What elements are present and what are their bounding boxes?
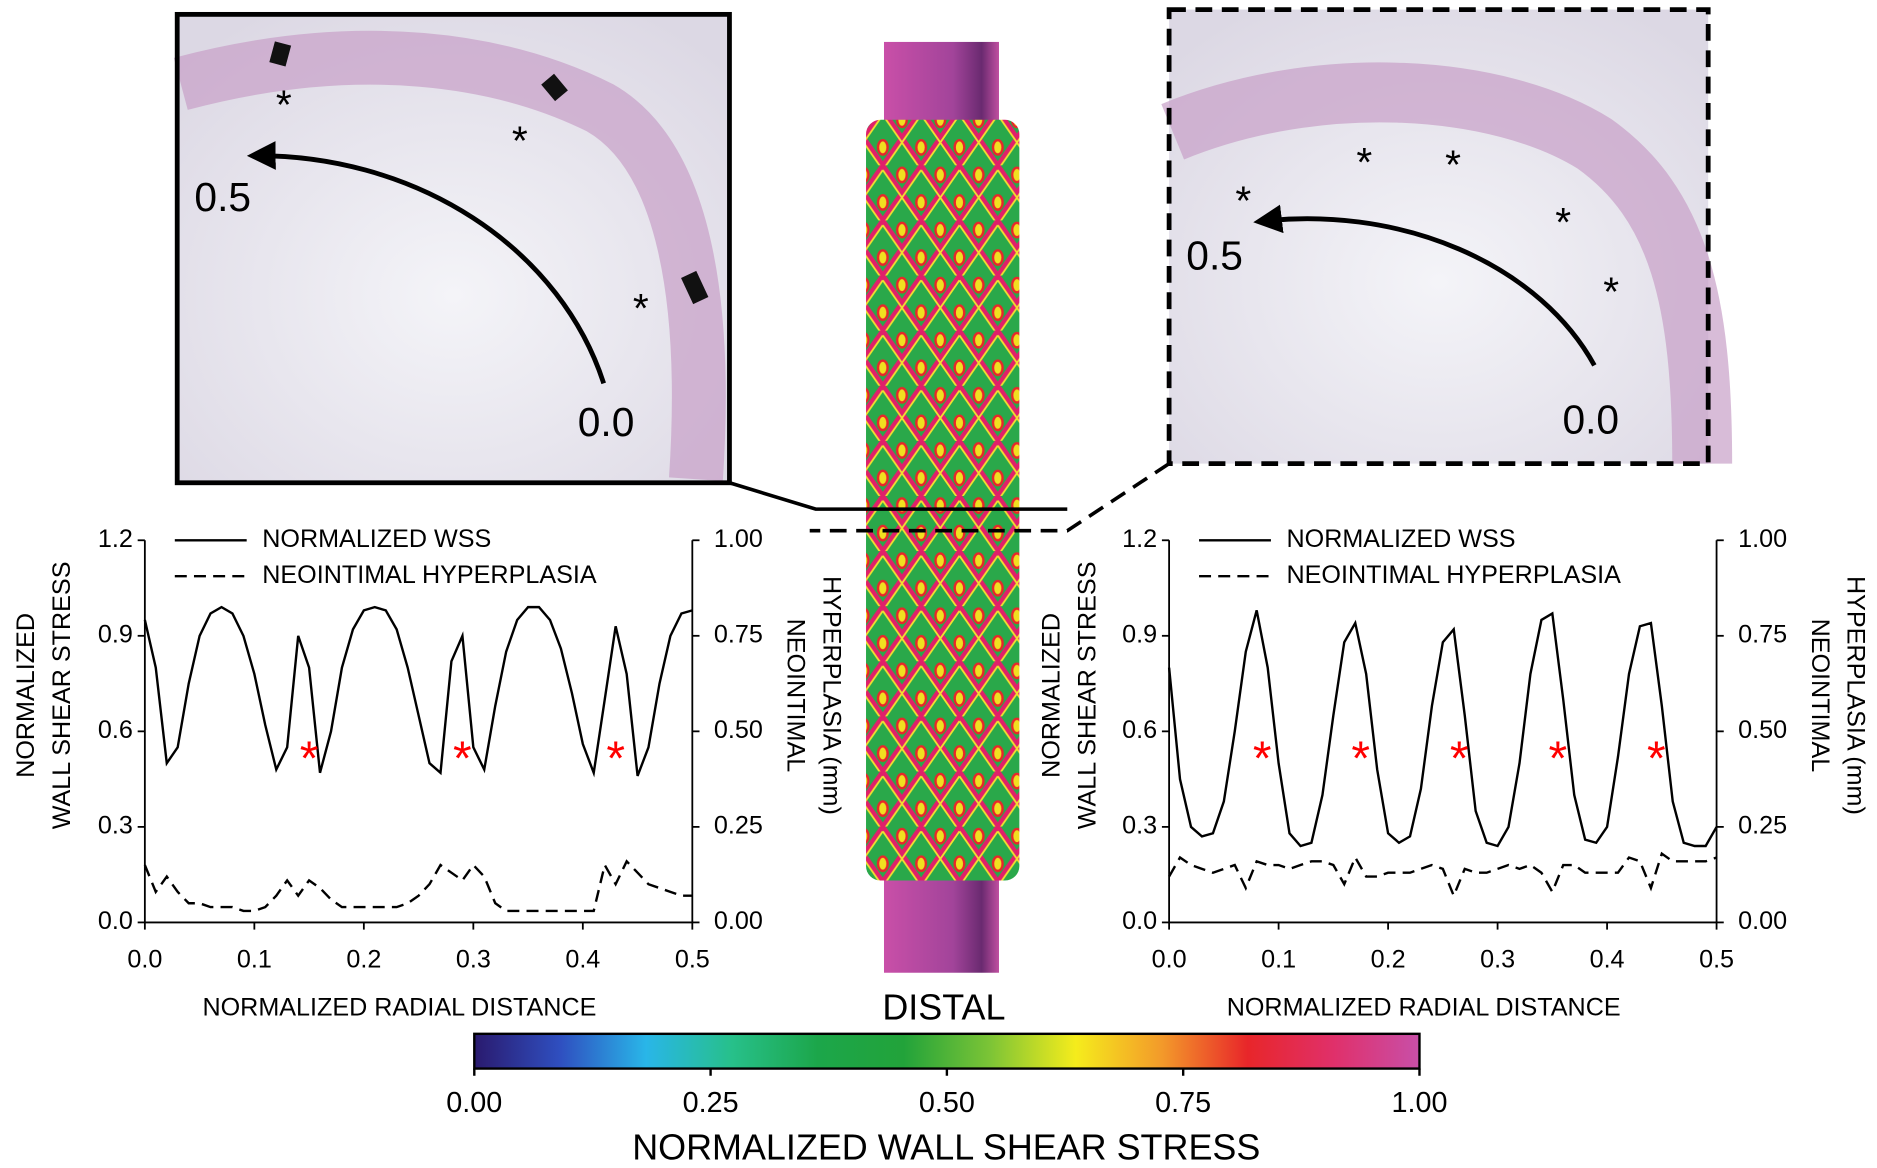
arc-start-label: 0.0: [578, 399, 635, 445]
strut-asterisk: *: [1603, 268, 1619, 314]
strut-asterisk: *: [633, 285, 649, 331]
distal-label: DISTAL: [882, 986, 1005, 1027]
series-line: [1167, 610, 1718, 848]
x-tick-label: 0.0: [127, 945, 162, 973]
y-tick-label: 0.0: [98, 907, 133, 935]
histology-right: [1161, 7, 1733, 467]
arc-start-label: 0.0: [1562, 397, 1619, 443]
annotation: *: [1450, 732, 1469, 785]
x-tick-label: 0.2: [1371, 945, 1406, 973]
annotation: *: [1647, 732, 1666, 785]
series-line: [1168, 851, 1717, 899]
strut: [269, 41, 292, 67]
y2-axis-label: HYPERPLASIA (mm): [1842, 576, 1870, 815]
strut-asterisk: *: [512, 118, 528, 164]
connector: [728, 481, 1068, 511]
x-tick-label: 0.5: [1699, 945, 1734, 973]
frame: [1166, 7, 1711, 467]
y-tick-label: 0.6: [1122, 716, 1157, 744]
legend-label: NEOINTIMAL HYPERPLASIA: [1287, 561, 1622, 589]
y-tick-label: 0.6: [98, 716, 133, 744]
colorbar-tick-label: 0.50: [919, 1087, 975, 1119]
y2-tick-label: 1.00: [1738, 525, 1787, 553]
arc-end-label: 0.5: [1186, 233, 1243, 279]
x-tick-label: 0.4: [1590, 945, 1625, 973]
annotation: *: [453, 732, 472, 785]
stent: [866, 119, 1020, 881]
y-tick-label: 1.2: [98, 525, 133, 553]
annotation: *: [1351, 732, 1370, 785]
x-tick-label: 0.1: [237, 945, 272, 973]
arrow: [1253, 204, 1597, 367]
y2-axis-label: HYPERPLASIA (mm): [817, 576, 845, 815]
y2-tick-label: 0.75: [714, 620, 763, 648]
y-tick-label: 0.3: [1122, 812, 1157, 840]
arc-end-label: 0.5: [194, 174, 251, 220]
legend-label: NORMALIZED WSS: [1287, 525, 1516, 553]
connector: [809, 462, 1171, 533]
y2-tick-label: 0.50: [714, 716, 763, 744]
strut: [681, 270, 709, 305]
x-tick-label: 0.3: [456, 945, 491, 973]
x-axis-label: NORMALIZED RADIAL DISTANCE: [1227, 993, 1621, 1021]
colorbar-tick-label: 0.75: [1155, 1087, 1211, 1119]
colorbar-tick-label: 0.00: [446, 1087, 502, 1119]
colorbar: [473, 1032, 1421, 1070]
y-tick-label: 0.0: [1122, 907, 1157, 935]
annotation: *: [1253, 732, 1272, 785]
colorbar-tick-label: 0.25: [683, 1087, 739, 1119]
y-axis-label: NORMALIZED: [12, 613, 40, 778]
annotation: *: [300, 732, 319, 785]
y-tick-label: 0.9: [98, 620, 133, 648]
y2-tick-label: 0.00: [1738, 907, 1787, 935]
y2-tick-label: 0.50: [1738, 716, 1787, 744]
y2-axis-label: NEOINTIMAL: [782, 619, 810, 773]
frame: [174, 11, 732, 486]
strut-asterisk: *: [1555, 199, 1571, 245]
strut-asterisk: *: [276, 82, 292, 128]
histology-left: [173, 11, 732, 486]
legend-label: NEOINTIMAL HYPERPLASIA: [262, 561, 597, 589]
y-tick-label: 0.3: [98, 812, 133, 840]
y-axis-label: WALL SHEAR STRESS: [1073, 562, 1101, 830]
vessel-wall: [1161, 62, 1733, 464]
legend-label: NORMALIZED WSS: [262, 525, 491, 553]
y2-tick-label: 0.25: [1738, 812, 1787, 840]
y-tick-label: 1.2: [1122, 525, 1157, 553]
series-line: [143, 859, 693, 913]
y-tick-label: 0.9: [1122, 620, 1157, 648]
annotation: *: [606, 732, 625, 785]
y-axis-label: NORMALIZED: [1038, 613, 1066, 778]
x-tick-label: 0.1: [1261, 945, 1296, 973]
strut-asterisk: *: [1235, 177, 1251, 223]
x-tick-label: 0.2: [346, 945, 381, 973]
y2-tick-label: 1.00: [714, 525, 763, 553]
strut-asterisk: *: [1445, 141, 1461, 187]
y-axis-label: WALL SHEAR STRESS: [48, 562, 76, 830]
arrow: [246, 141, 606, 385]
colorbar-title: NORMALIZED WALL SHEAR STRESS: [632, 1127, 1260, 1168]
strut-asterisk: *: [1356, 139, 1372, 185]
x-tick-label: 0.5: [675, 945, 710, 973]
y2-axis-label: NEOINTIMAL: [1806, 619, 1834, 773]
vessel-wall: [173, 30, 726, 481]
x-tick-label: 0.3: [1480, 945, 1515, 973]
strut: [541, 73, 568, 102]
x-axis-label: NORMALIZED RADIAL DISTANCE: [202, 993, 596, 1021]
y2-tick-label: 0.25: [714, 812, 763, 840]
y2-tick-label: 0.00: [714, 907, 763, 935]
annotation: *: [1548, 732, 1567, 785]
x-tick-label: 0.4: [565, 945, 600, 973]
series-line: [143, 605, 693, 778]
y2-tick-label: 0.75: [1738, 620, 1787, 648]
colorbar-tick-label: 1.00: [1391, 1087, 1447, 1119]
x-tick-label: 0.0: [1152, 945, 1187, 973]
